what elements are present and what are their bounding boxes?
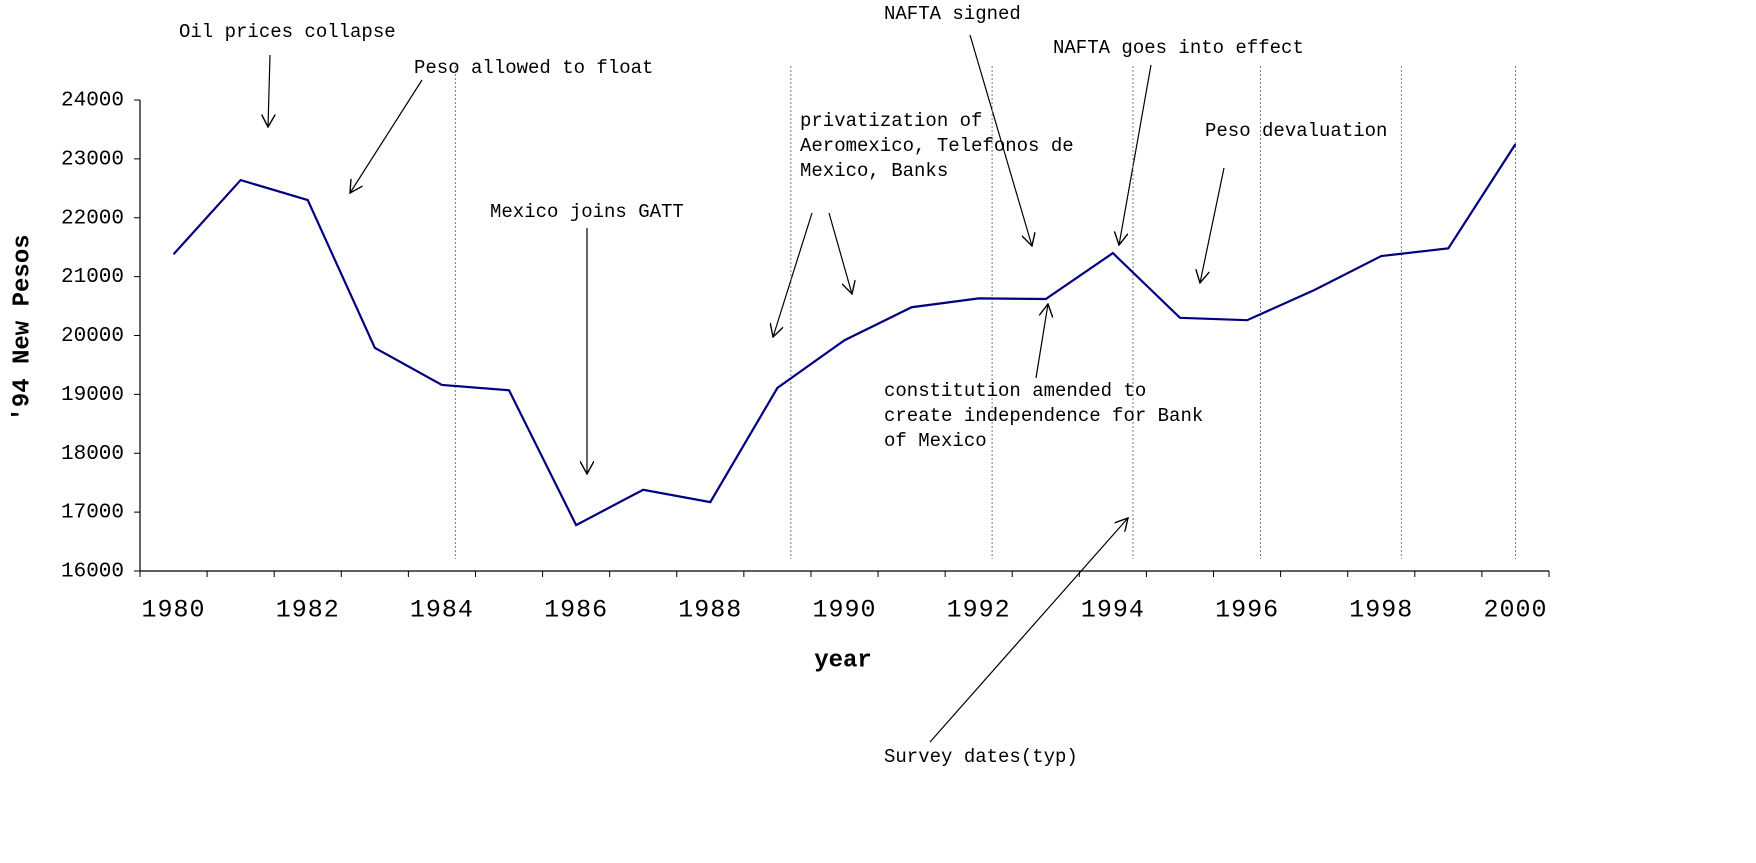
arrow (1200, 167, 1225, 283)
x-tick-label: 1992 (947, 596, 1011, 625)
y-tick-label: 20000 (61, 325, 124, 348)
y-tick-label: 23000 (61, 148, 124, 171)
y-tick-label: 16000 (61, 561, 124, 584)
annotation: Peso allowed to float (414, 57, 653, 79)
annotation: Mexico joins GATT (490, 201, 684, 223)
arrow (773, 212, 813, 337)
x-tick-label: 1990 (812, 596, 876, 625)
annotation: of Mexico (884, 430, 987, 452)
x-tick-label: 1996 (1215, 596, 1279, 625)
annotation: privatization of (800, 110, 982, 132)
annotation: Peso devaluation (1205, 120, 1387, 142)
annotation: Survey dates(typ) (884, 746, 1078, 768)
annotation: Aeromexico, Telefonos de (800, 135, 1074, 157)
annotation: Mexico, Banks (800, 160, 948, 182)
y-tick-label: 21000 (61, 266, 124, 289)
y-tick-label: 19000 (61, 384, 124, 407)
annotation: NAFTA goes into effect (1053, 37, 1304, 59)
arrow (828, 212, 852, 294)
x-tick-label: 1988 (678, 596, 742, 625)
data-line (172, 143, 1517, 527)
arrow (1119, 64, 1152, 245)
x-tick-label: 1998 (1349, 596, 1413, 625)
x-tick-label: 1980 (142, 596, 206, 625)
y-tick-label: 18000 (61, 443, 124, 466)
x-axis-label: year (814, 647, 872, 674)
arrow (268, 54, 270, 127)
arrow (929, 518, 1128, 743)
arrow (350, 79, 423, 193)
annotation: create independence for Bank (884, 405, 1203, 427)
x-tick-label: 1982 (276, 596, 340, 625)
annotation: Oil prices collapse (179, 21, 396, 43)
x-tick-label: 1994 (1081, 596, 1145, 625)
x-tick-label: 1986 (544, 596, 608, 625)
y-tick-label: 17000 (61, 502, 124, 525)
arrow (1035, 304, 1048, 379)
y-tick-label: 22000 (61, 207, 124, 230)
annotation: NAFTA signed (884, 3, 1021, 25)
y-axis-label: '94 New Pesos (9, 234, 36, 421)
y-tick-label: 24000 (61, 90, 124, 113)
annotation-arrows (268, 34, 1225, 743)
arrow (969, 34, 1032, 246)
x-tick-label: 1984 (410, 596, 474, 625)
annotation: constitution amended to (884, 380, 1146, 402)
x-tick-label: 2000 (1483, 596, 1547, 625)
